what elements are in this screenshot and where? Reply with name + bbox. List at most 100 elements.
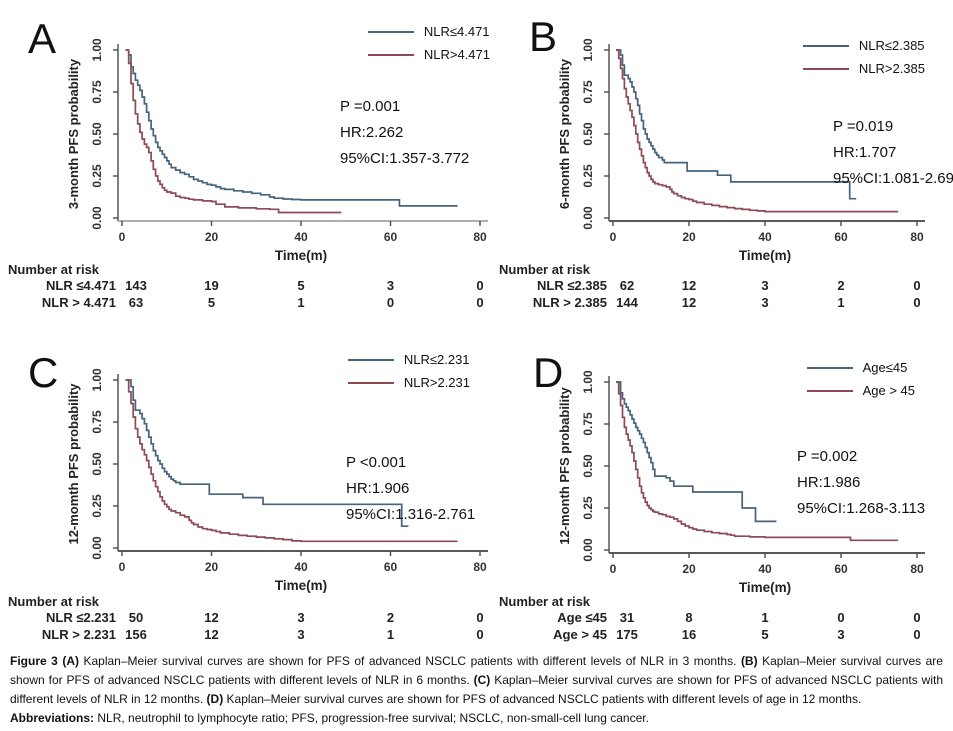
legend-entry: NLR>4.471 xyxy=(367,47,490,62)
y-axis-label: 3-month PFS probability xyxy=(66,58,81,210)
risk-count: 0 xyxy=(476,627,484,642)
x-tick-label: 20 xyxy=(204,230,219,244)
caption-paragraph: Abbreviations: NLR, neutrophil to lympho… xyxy=(10,709,943,728)
legend-line-high-nlr xyxy=(802,67,849,70)
legend-label-low-nlr: NLR≤4.471 xyxy=(423,24,490,39)
p-value: P =0.001 xyxy=(340,98,401,115)
risk-count: 1 xyxy=(837,295,845,310)
risk-count: 1 xyxy=(297,295,305,310)
risk-row-label: NLR > 2.231 xyxy=(41,627,116,642)
x-tick-label: 60 xyxy=(834,230,848,244)
y-tick-label: 0.00 xyxy=(581,206,595,230)
hazard-ratio: HR:1.906 xyxy=(346,480,410,497)
caption-text: Kaplan–Meier survival curves are shown f… xyxy=(10,654,943,687)
caption-text: Kaplan–Meier survival curves are shown f… xyxy=(83,654,741,668)
y-tick-label: 1.00 xyxy=(90,368,104,392)
legend-label-low-age: Age≤45 xyxy=(862,360,908,375)
figure-caption: Figure 3 (A) Kaplan–Meier survival curve… xyxy=(10,652,943,728)
risk-count: 31 xyxy=(619,610,635,625)
legend-line-low-nlr xyxy=(347,358,394,361)
legend-b: NLR≤2.385 NLR>2.385 xyxy=(802,38,925,84)
risk-count: 0 xyxy=(913,278,921,293)
x-tick-label: 20 xyxy=(682,230,696,244)
panel-c-letter: C xyxy=(28,349,59,396)
y-tick-label: 0.25 xyxy=(581,164,595,188)
risk-count: 3 xyxy=(837,627,845,642)
risk-row-label: NLR ≤4.471 xyxy=(46,278,116,293)
risk-count: 3 xyxy=(386,278,395,293)
x-tick-label: 0 xyxy=(609,230,617,244)
y-tick-label: 0.00 xyxy=(581,538,595,562)
y-axis-label: 12-momth PFS probability xyxy=(66,383,81,545)
panel-d: D 12-month PFS probability Time(m) Age≤4… xyxy=(477,340,953,672)
risk-count: 12 xyxy=(681,278,697,293)
x-tick-label: 20 xyxy=(204,560,219,574)
y-tick-label: 0.50 xyxy=(90,122,104,146)
caption-bold-text: (D) xyxy=(206,692,227,706)
x-axis-label: Time(m) xyxy=(274,248,328,263)
hazard-ratio: HR:1.707 xyxy=(833,144,897,161)
legend-line-low-age xyxy=(806,366,853,369)
legend-line-low-nlr xyxy=(802,44,849,47)
risk-count: 50 xyxy=(128,610,144,625)
risk-count: 12 xyxy=(681,295,697,310)
legend-c: NLR≤2.231 NLR>2.231 xyxy=(347,352,470,398)
km-curve xyxy=(125,379,458,543)
risk-count: 3 xyxy=(761,278,769,293)
km-plot-a xyxy=(113,44,488,226)
risk-count: 0 xyxy=(913,295,921,310)
risk-count: 0 xyxy=(476,278,484,293)
stats-block-d: P =0.002 HR:1.986 95%CI:1.268-3.113 xyxy=(797,444,925,522)
legend-entry: NLR>2.385 xyxy=(802,61,925,76)
number-at-risk-title: Number at risk xyxy=(8,262,100,277)
y-tick-label: 0.00 xyxy=(90,206,104,230)
km-curve xyxy=(616,381,777,523)
km-plot-d xyxy=(604,376,925,558)
risk-count: 144 xyxy=(616,295,638,310)
x-tick-label: 60 xyxy=(834,562,848,576)
legend-label-high-nlr: NLR>2.231 xyxy=(403,375,470,390)
x-tick-label: 20 xyxy=(682,562,696,576)
risk-count: 19 xyxy=(204,278,219,293)
confidence-interval: 95%CI:1.081-2.695 xyxy=(833,170,953,187)
km-curve xyxy=(616,381,898,542)
caption-text: Kaplan–Meier survival curves are shown f… xyxy=(226,692,862,706)
p-value: P =0.002 xyxy=(797,448,858,465)
y-tick-label: 0.00 xyxy=(90,536,104,560)
x-tick-label: 80 xyxy=(910,562,924,576)
legend-label-high-nlr: NLR>2.385 xyxy=(858,61,925,76)
legend-label-low-nlr: NLR≤2.385 xyxy=(858,38,925,53)
risk-count: 0 xyxy=(386,295,395,310)
caption-paragraph: Figure 3 (A) Kaplan–Meier survival curve… xyxy=(10,652,943,709)
risk-count: 3 xyxy=(297,627,305,642)
x-tick-label: 80 xyxy=(910,230,924,244)
risk-count: 0 xyxy=(913,610,921,625)
y-tick-label: 0.75 xyxy=(581,412,595,436)
confidence-interval: 95%CI:1.268-3.113 xyxy=(797,500,926,517)
y-tick-label: 0.50 xyxy=(90,452,104,476)
number-at-risk-title: Number at risk xyxy=(499,262,591,277)
legend-entry: NLR≤2.231 xyxy=(347,352,470,367)
x-tick-label: 0 xyxy=(609,562,617,576)
y-tick-label: 1.00 xyxy=(581,370,595,394)
y-tick-label: 0.75 xyxy=(581,80,595,104)
risk-count: 3 xyxy=(297,610,305,625)
legend-entry: NLR>2.231 xyxy=(347,375,470,390)
legend-line-high-nlr xyxy=(347,381,394,384)
legend-a: NLR≤4.471 NLR>4.471 xyxy=(367,24,490,70)
risk-row-label: NLR > 2.385 xyxy=(532,295,607,310)
km-plot-b xyxy=(604,44,925,226)
risk-row-label: NLR > 4.471 xyxy=(41,295,116,310)
legend-label-low-nlr: NLR≤2.231 xyxy=(403,352,470,367)
panel-a-letter: A xyxy=(28,15,57,62)
risk-row-label: NLR ≤2.231 xyxy=(46,610,116,625)
x-tick-label: 40 xyxy=(758,230,772,244)
risk-count: 143 xyxy=(125,278,147,293)
caption-text: NLR, neutrophil to lymphocyte ratio; PFS… xyxy=(97,711,649,725)
legend-entry: Age > 45 xyxy=(806,383,915,398)
km-curve xyxy=(616,49,857,200)
risk-count: 0 xyxy=(913,627,921,642)
km-curve xyxy=(125,49,342,214)
km-curve xyxy=(125,379,409,528)
